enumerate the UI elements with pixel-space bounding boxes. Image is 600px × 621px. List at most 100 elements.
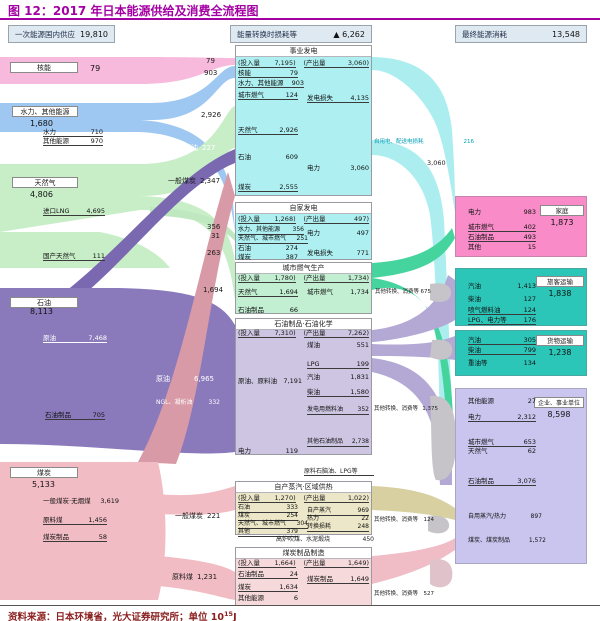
source-label-oil: 石油 bbox=[10, 297, 78, 308]
consumer-row: 天然气 62 bbox=[468, 447, 536, 455]
source-row: 原油 7,468 bbox=[43, 334, 107, 343]
flow-label: 原油 6,965 bbox=[156, 375, 214, 383]
flow-coal-to-coke bbox=[158, 556, 235, 600]
flow-crude-up bbox=[65, 149, 235, 298]
conversion-box-utility-power: 事业发电 (投入量 7,195) (产出量 3,060) 核能 79 水力、其他能源 9… bbox=[235, 45, 372, 196]
box-title: 城市燃气生产 bbox=[236, 263, 371, 274]
consumer-row: 城市燃气 402 bbox=[468, 223, 536, 232]
consumer-row: LPG、电力等 176 bbox=[468, 316, 536, 325]
source-total-gas: 4,806 bbox=[30, 190, 53, 199]
output-row: 煤炭制品 1,649 bbox=[307, 575, 369, 584]
source-row: 其他能源 970 bbox=[43, 137, 103, 146]
output-row: 自产蒸汽 969 bbox=[307, 507, 369, 516]
source-row: 煤炭制品 58 bbox=[43, 533, 107, 542]
consumer-row: 汽油 1,413 bbox=[468, 282, 536, 290]
flow-label: 79 bbox=[206, 57, 215, 65]
flow-label: 原料煤 1,231 bbox=[172, 573, 218, 581]
source-row: 水力 710 bbox=[43, 128, 103, 137]
flow-loss-gray-2 bbox=[430, 339, 453, 360]
flow-label: 原油 227 bbox=[184, 144, 216, 152]
consumer-row: 重油等 134 bbox=[468, 359, 536, 367]
flow-label: NGL、凝析油 332 bbox=[156, 399, 220, 406]
consumer-title: 企业、事业单位 bbox=[534, 397, 584, 408]
input-row: 天然气 2,926 bbox=[238, 126, 298, 135]
output-row: 发电用燃料油 352 bbox=[307, 406, 369, 415]
flow-oilprod-to-business bbox=[372, 358, 452, 485]
flow-label: 903 bbox=[204, 69, 218, 77]
output-row: LPG 199 bbox=[307, 360, 369, 369]
consumer-row: 柴油 799 bbox=[468, 346, 536, 355]
flow-label: 一般煤炭 2,347 bbox=[168, 177, 221, 185]
consumer-title: 旅客运输 bbox=[536, 276, 584, 287]
source-label-gas: 天然气 bbox=[12, 177, 78, 188]
conversion-box-steam-heat: 自产蒸汽·区域供热 (投入量 1,270) (产出量 1,022) 石油 333 煤炭… bbox=[235, 481, 372, 537]
consumer-row: 城市燃气 653 bbox=[468, 438, 536, 447]
flow-elec-to-household bbox=[372, 57, 455, 212]
conversion-box-city-gas: 城市燃气生产 (投入量 1,780) (产出量 1,734) 天然气 1,694 石油… bbox=[235, 262, 372, 314]
input-row: 煤炭 2,555 bbox=[238, 183, 298, 192]
flow-gas-thin bbox=[150, 207, 235, 241]
flow-gas-to-citygas bbox=[0, 196, 235, 300]
input-row: 煤炭 387 bbox=[238, 253, 298, 261]
io-summary: (投入量 1,270) (产出量 1,022) bbox=[238, 494, 369, 503]
flow-hydro-branch bbox=[0, 120, 235, 232]
conversion-box-oil-refining: 石油制品·石油化学 (投入量 7,310) (产出量 7,262) 原油、原料油 7,… bbox=[235, 318, 372, 455]
box-title: 自家发电 bbox=[236, 203, 371, 214]
source-row: 石油制品 705 bbox=[45, 411, 105, 420]
flow-loss-gray-4 bbox=[428, 515, 450, 534]
output-row: 转换损耗 248 bbox=[307, 523, 369, 532]
flow-label: 31 bbox=[211, 232, 220, 240]
consumer-box-freight-transport: 货物运输 1,238 汽油 305 柴油 799 重油等 134 bbox=[455, 330, 587, 376]
flow-label: 263 bbox=[207, 249, 221, 257]
flow-loss-gray-3 bbox=[430, 395, 456, 481]
flow-loss-gray-5 bbox=[430, 559, 453, 588]
input-row: 天然气、城市燃气 251 bbox=[238, 235, 308, 244]
flow-label: 356 bbox=[207, 223, 221, 231]
box-title: 石油制品·石油化学 bbox=[236, 319, 371, 330]
output-row: 电力 3,060 bbox=[307, 164, 369, 172]
input-row: 电力 119 bbox=[238, 447, 298, 455]
output-row: 其他石油制品 2,738 bbox=[307, 438, 369, 447]
source-total-hydro: 1,680 bbox=[30, 119, 53, 128]
output-row: 发电损失 771 bbox=[307, 249, 369, 257]
input-row: 石油 274 bbox=[238, 244, 298, 252]
flow-label: 一般煤炭 221 bbox=[175, 512, 221, 520]
header-conversion-loss: 能量转换时损耗等 ▲ 6,262 bbox=[230, 25, 372, 43]
source-label-nuclear: 核能 bbox=[10, 62, 78, 73]
io-summary: (投入量 7,310) (产出量 7,262) bbox=[238, 329, 369, 338]
flow-citygas-to-household bbox=[372, 228, 455, 278]
consumer-row: 电力 2,312 bbox=[468, 413, 536, 422]
flow-label: 2,926 bbox=[201, 111, 222, 119]
input-row: 核能 79 bbox=[238, 69, 298, 78]
annotation-other-conversion-2: 其他转换、消费等 1,375 bbox=[374, 406, 438, 412]
annotation-electricity-out: 3,060 bbox=[427, 159, 446, 167]
input-row: 城市燃气 124 bbox=[238, 91, 298, 100]
box-title: 自产蒸汽·区域供热 bbox=[236, 482, 371, 493]
annotation-other-conversion-3: 其他转换、消费等 124 bbox=[374, 517, 434, 523]
flow-coal-to-steam bbox=[158, 486, 235, 515]
consumer-row: 自用蒸汽/热力 897 bbox=[468, 513, 542, 520]
input-row: 石油制品 66 bbox=[238, 306, 298, 314]
consumer-row: 石油制品 493 bbox=[468, 233, 536, 242]
box-title: 煤炭制品制造 bbox=[236, 548, 371, 559]
annotation-blast-furnace: 高炉吹煤、水泥煅烧 450 bbox=[276, 536, 374, 543]
input-row: 水力、其他能源 903 bbox=[238, 79, 304, 88]
consumer-title: 货物运输 bbox=[536, 335, 584, 346]
flow-gas-tail bbox=[0, 232, 170, 268]
consumer-row: 电力 983 bbox=[468, 208, 536, 216]
input-row: 石油 609 bbox=[238, 153, 298, 161]
flow-coke-to-business bbox=[372, 538, 455, 584]
consumer-title: 家庭 bbox=[540, 205, 584, 216]
consumer-total: 8,598 bbox=[547, 410, 571, 419]
flow-steam-to-business bbox=[372, 486, 455, 520]
input-row: 煤炭 254 bbox=[238, 512, 298, 521]
annotation-other-conversion-4: 其他转换、消费等 527 bbox=[374, 591, 434, 597]
output-row: 柴油 1,580 bbox=[307, 388, 369, 397]
consumer-box-household: 家庭 1,873 电力 983 城市燃气 402 石油制品 493 其他 15 bbox=[455, 196, 587, 257]
source-row: 进口LNG 4,695 bbox=[43, 207, 105, 216]
input-row: 煤炭 1,634 bbox=[238, 583, 298, 592]
flow-gas-to-power bbox=[0, 106, 235, 196]
output-row: 热力 22 bbox=[307, 515, 369, 522]
flow-label: 1,694 bbox=[203, 286, 224, 294]
